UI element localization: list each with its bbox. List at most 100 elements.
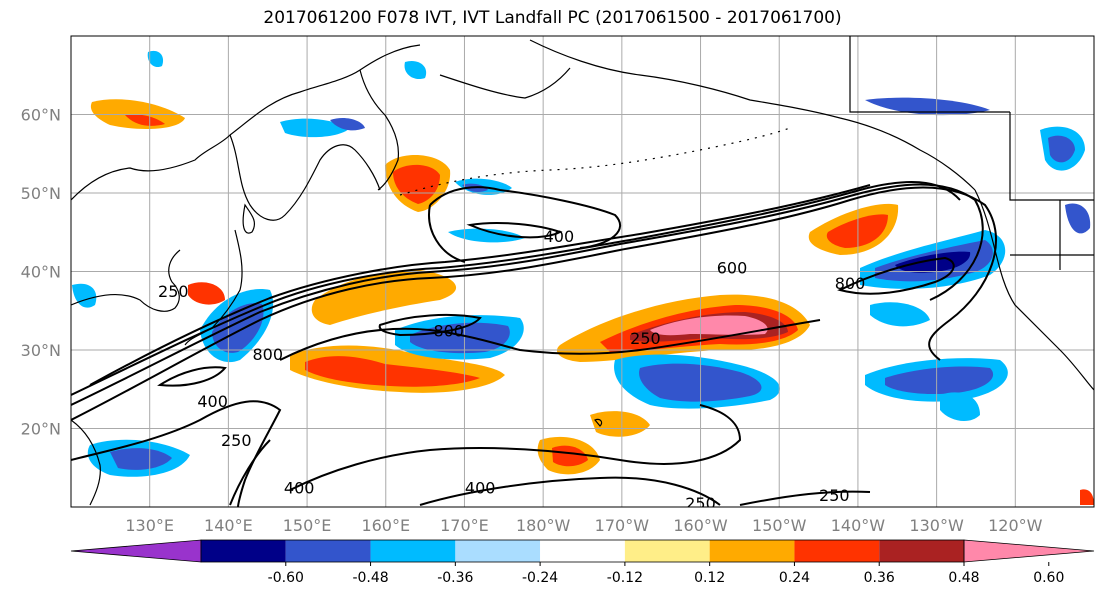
border-states bbox=[1010, 200, 1094, 270]
lat-tick-label: 30°N bbox=[21, 341, 61, 360]
shade-positive-region bbox=[590, 411, 650, 437]
contour-800-inner bbox=[157, 366, 227, 387]
map-content: 250 800 400 250 400 400 800 400 600 250 800 250 250 bbox=[71, 36, 1094, 513]
colorbar-segment bbox=[285, 540, 371, 562]
contour-800 bbox=[89, 184, 871, 386]
contour-label: 400 bbox=[197, 392, 228, 411]
colorbar-segment bbox=[370, 540, 456, 562]
graticule bbox=[71, 36, 1094, 507]
coastline-kamchatka bbox=[359, 69, 400, 191]
colorbar-tick-label: -0.60 bbox=[268, 570, 304, 586]
contour-250-sw bbox=[229, 439, 271, 506]
lat-tick-label: 60°N bbox=[21, 106, 61, 125]
shade-negative-region bbox=[330, 117, 365, 131]
colorbar-extend-max bbox=[963, 539, 1095, 563]
shade-positive-core bbox=[552, 445, 588, 467]
border-canada-alaska bbox=[849, 36, 1010, 113]
coastline-bering bbox=[439, 67, 571, 99]
contour-400-north bbox=[429, 186, 622, 249]
contour-label: 250 bbox=[819, 486, 850, 505]
colorbar-tick-label: 0.48 bbox=[948, 570, 979, 586]
shade-negative-core bbox=[895, 251, 971, 273]
coastline-okhotsk bbox=[229, 134, 381, 221]
map-panel: 250 800 400 250 400 400 800 400 600 250 800 250 250 bbox=[70, 35, 1095, 513]
coastlines bbox=[71, 36, 1094, 506]
shade-negative-region bbox=[940, 392, 980, 422]
island-hawaii bbox=[594, 418, 603, 427]
map-title: 2017061200 F078 IVT, IVT Landfall PC (20… bbox=[263, 8, 842, 28]
contour-label: 250 bbox=[221, 431, 252, 450]
coastline-north-america bbox=[974, 189, 1094, 391]
map-frame bbox=[70, 35, 1095, 508]
shade-negative-region bbox=[885, 366, 994, 395]
latitude-labels: 20°N 30°N 40°N 50°N 60°N bbox=[21, 106, 61, 439]
contour-label: 400 bbox=[465, 478, 496, 497]
contour-label: 250 bbox=[630, 329, 661, 348]
shade-negative-region bbox=[110, 448, 172, 470]
shade-negative-region bbox=[1065, 203, 1091, 234]
contour-600 bbox=[71, 181, 961, 396]
contour-label: 400 bbox=[284, 478, 315, 497]
contour-label: 600 bbox=[717, 259, 748, 278]
colorbar: -0.60 -0.48 -0.36 -0.24 -0.12 0.12 0.24 0.36 0.4… bbox=[70, 539, 1095, 586]
colorbar-segment bbox=[624, 540, 710, 562]
contour-label: 800 bbox=[433, 321, 464, 340]
colorbar-segment bbox=[709, 540, 795, 562]
contour-250-south-2 bbox=[419, 476, 721, 506]
colorbar-segment bbox=[540, 540, 625, 562]
lon-tick-label: 150°E bbox=[283, 516, 332, 535]
lon-tick-label: 180°W bbox=[516, 516, 571, 535]
shade-positive-core bbox=[305, 356, 480, 387]
shade-positive-core bbox=[125, 114, 165, 126]
shade-negative-region bbox=[1048, 135, 1075, 163]
coastline-alaska bbox=[529, 39, 976, 191]
shade-positive-region bbox=[1080, 489, 1094, 505]
contour-250 bbox=[71, 186, 998, 421]
contour-250-south-3 bbox=[739, 490, 871, 506]
colorbar-segment bbox=[201, 540, 286, 562]
contour-label: 800 bbox=[835, 274, 866, 293]
colorbar-extend-min bbox=[70, 539, 202, 563]
lat-tick-label: 40°N bbox=[21, 263, 61, 282]
contour-label: 250 bbox=[685, 494, 716, 513]
colorbar-segment bbox=[794, 540, 880, 562]
contour-800-central bbox=[378, 313, 482, 337]
shade-positive-core bbox=[393, 164, 440, 204]
coastline-japan-north bbox=[242, 203, 256, 234]
lon-tick-label: 130°E bbox=[125, 516, 174, 535]
colorbar-tick-label: 0.12 bbox=[694, 570, 725, 586]
colorbar-segment bbox=[879, 540, 964, 562]
contour-400-loop bbox=[466, 221, 563, 239]
colorbar-tick-label: 0.60 bbox=[1033, 570, 1064, 586]
lon-tick-label: 160°E bbox=[361, 516, 410, 535]
shade-negative-region bbox=[865, 97, 990, 116]
lon-tick-label: 140°W bbox=[831, 516, 886, 535]
shade-negative-region bbox=[404, 60, 427, 80]
lon-tick-label: 140°E bbox=[204, 516, 253, 535]
contour-250-south bbox=[279, 319, 821, 361]
contour-400 bbox=[71, 183, 984, 406]
lon-tick-label: 150°W bbox=[752, 516, 807, 535]
contour-label: 400 bbox=[544, 227, 575, 246]
ivt-contours bbox=[71, 181, 998, 507]
lat-tick-label: 20°N bbox=[21, 420, 61, 439]
coastline-china bbox=[71, 419, 101, 506]
lon-tick-label: 120°W bbox=[988, 516, 1043, 535]
lat-tick-label: 50°N bbox=[21, 184, 61, 203]
shade-positive-core bbox=[826, 214, 888, 248]
border-us-canada bbox=[1009, 112, 1094, 201]
contour-400-south bbox=[289, 404, 742, 491]
lon-tick-label: 170°E bbox=[440, 516, 489, 535]
colorbar-segment bbox=[455, 540, 541, 562]
colorbar-tick-label: 0.36 bbox=[864, 570, 895, 586]
pc-shading bbox=[72, 50, 1094, 505]
contour-labels: 250 800 400 250 400 400 800 400 600 250 800 250 250 bbox=[158, 227, 866, 513]
lon-tick-label: 130°W bbox=[909, 516, 964, 535]
contour-label: 800 bbox=[252, 345, 283, 364]
contour-400-sw bbox=[71, 400, 282, 507]
colorbar-frame bbox=[200, 539, 965, 563]
shade-negative-region bbox=[448, 228, 525, 243]
longitude-labels: 130°E 140°E 150°E 160°E 170°E 180°W 170°W 160°W… bbox=[125, 516, 1042, 535]
contour-250-loop bbox=[428, 204, 466, 263]
